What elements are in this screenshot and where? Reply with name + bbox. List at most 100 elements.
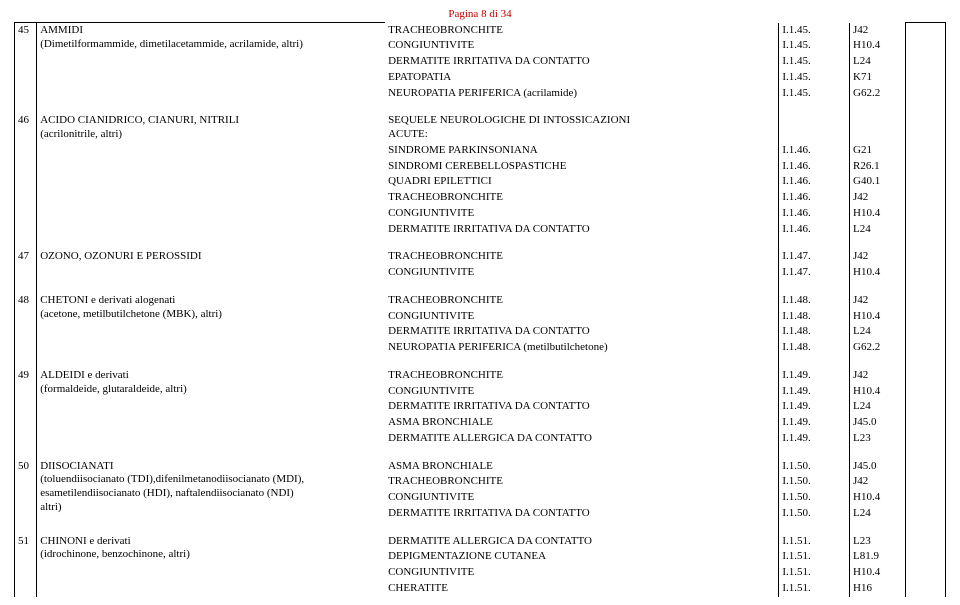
code1-cell: I.1.48.: [779, 324, 850, 340]
group-number: 50: [15, 459, 37, 522]
group-number: 49: [15, 368, 37, 447]
table-row: 46ACIDO CIANIDRICO, CIANURI, NITRILI (ac…: [15, 113, 946, 143]
code2-cell: J42: [850, 249, 906, 265]
spacer-row: [15, 101, 946, 113]
condition-cell: QUADRI EPILETTICI: [385, 174, 779, 190]
condition-cell: TRACHEOBRONCHITE: [385, 23, 779, 39]
code2-cell: H10.4: [850, 265, 906, 281]
code1-cell: I.1.49.: [779, 399, 850, 415]
condition-cell: EPATOPATIA: [385, 70, 779, 86]
code2-cell: [850, 113, 906, 143]
page-header: Pagina 8 di 34: [14, 8, 946, 20]
condition-cell: ASMA BRONCHIALE: [385, 459, 779, 475]
spacer-row: [15, 281, 946, 293]
condition-cell: TRACHEOBRONCHITE: [385, 474, 779, 490]
code2-cell: G40.1: [850, 174, 906, 190]
code2-cell: G21: [850, 143, 906, 159]
table-row: 49ALDEIDI e derivati (formaldeide, gluta…: [15, 368, 946, 384]
group-title: DIISOCIANATI (toluendiisocianato (TDI),d…: [37, 459, 385, 522]
table-row: 51CHINONI e derivati (idrochinone, benzo…: [15, 534, 946, 550]
condition-cell: DERMATITE ALLERGICA DA CONTATTO: [385, 534, 779, 550]
group-number: 46: [15, 113, 37, 237]
condition-cell: CONGIUNTIVITE: [385, 384, 779, 400]
code1-cell: I.1.51.: [779, 534, 850, 550]
condition-cell: CONGIUNTIVITE: [385, 490, 779, 506]
code1-cell: I.1.49.: [779, 368, 850, 384]
condition-cell: TRACHEOBRONCHITE: [385, 293, 779, 309]
condition-cell: DERMATITE IRRITATIVA DA CONTATTO: [385, 399, 779, 415]
code1-cell: [779, 113, 850, 143]
condition-cell: TRACHEOBRONCHITE: [385, 190, 779, 206]
condition-cell: ASMA BRONCHIALE: [385, 415, 779, 431]
condition-cell: CONGIUNTIVITE: [385, 309, 779, 325]
trailing-cell: [905, 113, 945, 237]
code2-cell: L24: [850, 54, 906, 70]
code2-cell: H10.4: [850, 565, 906, 581]
condition-cell: NEUROPATIA PERIFERICA (acrilamide): [385, 86, 779, 102]
code1-cell: I.1.48.: [779, 309, 850, 325]
code1-cell: I.1.50.: [779, 459, 850, 475]
condition-cell: DERMATITE ALLERGICA DA CONTATTO: [385, 431, 779, 447]
condition-cell: DERMATITE IRRITATIVA DA CONTATTO: [385, 324, 779, 340]
spacer-row: [15, 447, 946, 459]
code1-cell: I.1.45.: [779, 70, 850, 86]
code2-cell: H10.4: [850, 490, 906, 506]
code2-cell: J42: [850, 23, 906, 39]
group-number: 48: [15, 293, 37, 356]
group-title: CHETONI e derivati alogenati (acetone, m…: [37, 293, 385, 356]
code2-cell: J45.0: [850, 415, 906, 431]
trailing-cell: [905, 249, 945, 281]
code1-cell: I.1.50.: [779, 506, 850, 522]
code2-cell: R26.1: [850, 159, 906, 175]
table-row: 45AMMIDI (Dimetilformammide, dimetilacet…: [15, 23, 946, 39]
code2-cell: L23: [850, 534, 906, 550]
group-title: AMMIDI (Dimetilformammide, dimetilacetam…: [37, 23, 385, 102]
code1-cell: I.1.46.: [779, 206, 850, 222]
code1-cell: I.1.46.: [779, 190, 850, 206]
table-row: 48CHETONI e derivati alogenati (acetone,…: [15, 293, 946, 309]
condition-cell: DERMATITE IRRITATIVA DA CONTATTO: [385, 506, 779, 522]
group-title: ACIDO CIANIDRICO, CIANURI, NITRILI (acri…: [37, 113, 385, 237]
code2-cell: J45.0: [850, 459, 906, 475]
code2-cell: J42: [850, 474, 906, 490]
code1-cell: I.1.48.: [779, 340, 850, 356]
code2-cell: L24: [850, 324, 906, 340]
code2-cell: H16: [850, 581, 906, 597]
code2-cell: H10.4: [850, 309, 906, 325]
code2-cell: J42: [850, 293, 906, 309]
code1-cell: I.1.49.: [779, 384, 850, 400]
group-number: 51: [15, 534, 37, 597]
code1-cell: I.1.45.: [779, 38, 850, 54]
code1-cell: I.1.51.: [779, 581, 850, 597]
table-row: 50DIISOCIANATI (toluendiisocianato (TDI)…: [15, 459, 946, 475]
code1-cell: I.1.51.: [779, 549, 850, 565]
code2-cell: H10.4: [850, 38, 906, 54]
code1-cell: I.1.49.: [779, 415, 850, 431]
code2-cell: L24: [850, 222, 906, 238]
code2-cell: K71: [850, 70, 906, 86]
group-title: ALDEIDI e derivati (formaldeide, glutara…: [37, 368, 385, 447]
code1-cell: I.1.50.: [779, 474, 850, 490]
trailing-cell: [905, 534, 945, 597]
condition-cell: CONGIUNTIVITE: [385, 38, 779, 54]
code1-cell: I.1.47.: [779, 265, 850, 281]
group-title: OZONO, OZONURI E PEROSSIDI: [37, 249, 385, 281]
spacer-row: [15, 522, 946, 534]
condition-cell: DERMATITE IRRITATIVA DA CONTATTO: [385, 54, 779, 70]
code2-cell: H10.4: [850, 384, 906, 400]
code2-cell: G62.2: [850, 340, 906, 356]
condition-cell: CONGIUNTIVITE: [385, 565, 779, 581]
data-table: 45AMMIDI (Dimetilformammide, dimetilacet…: [14, 22, 946, 597]
code2-cell: J42: [850, 190, 906, 206]
condition-cell: NEUROPATIA PERIFERICA (metilbutilchetone…: [385, 340, 779, 356]
trailing-cell: [905, 368, 945, 447]
group-number: 45: [15, 23, 37, 102]
code2-cell: J42: [850, 368, 906, 384]
condition-cell: TRACHEOBRONCHITE: [385, 368, 779, 384]
code2-cell: L23: [850, 431, 906, 447]
code1-cell: I.1.46.: [779, 174, 850, 190]
code1-cell: I.1.45.: [779, 54, 850, 70]
condition-cell: SEQUELE NEUROLOGICHE DI INTOSSICAZIONI A…: [385, 113, 779, 143]
code1-cell: I.1.51.: [779, 565, 850, 581]
condition-cell: CONGIUNTIVITE: [385, 265, 779, 281]
